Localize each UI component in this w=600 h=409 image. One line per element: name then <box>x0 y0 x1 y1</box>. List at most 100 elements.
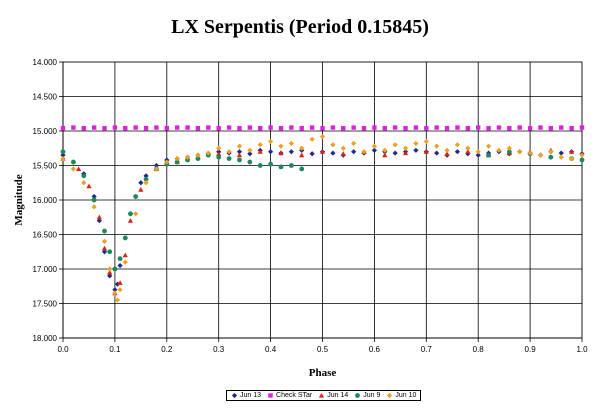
data-point <box>392 142 398 148</box>
data-point <box>392 125 398 130</box>
data-point <box>101 245 108 251</box>
data-point <box>81 126 86 131</box>
data-point <box>257 142 263 148</box>
y-tick-label: 16.500 <box>33 231 58 240</box>
data-point <box>299 166 305 172</box>
data-point <box>143 176 149 182</box>
data-point <box>247 147 253 153</box>
data-point <box>247 125 253 130</box>
legend-item: Jun 14 <box>318 392 348 399</box>
data-point <box>237 126 242 131</box>
data-point <box>216 154 222 160</box>
legend-symbol <box>231 392 238 399</box>
legend-symbol <box>268 393 273 398</box>
x-tick-label: 0.5 <box>317 345 329 354</box>
data-point <box>122 235 128 241</box>
data-point <box>117 287 123 293</box>
data-point <box>96 218 102 224</box>
x-tick-label: 0.7 <box>421 345 433 354</box>
data-point <box>107 269 113 275</box>
data-point <box>60 156 66 162</box>
data-points <box>60 125 585 303</box>
legend-marker <box>355 393 361 398</box>
data-point <box>382 147 388 153</box>
data-point <box>174 159 180 165</box>
data-point <box>299 152 305 158</box>
data-point <box>506 145 512 151</box>
data-point <box>117 280 123 285</box>
legend-marker <box>319 392 325 398</box>
data-point <box>91 197 97 203</box>
data-point <box>309 136 315 142</box>
data-point <box>424 126 429 131</box>
data-point <box>486 126 491 131</box>
legend-item: Jun 10 <box>386 392 416 399</box>
legend-label: Jun 13 <box>240 392 262 399</box>
data-point <box>107 273 113 279</box>
data-point <box>434 125 439 130</box>
data-point <box>206 125 211 130</box>
legend-marker <box>231 392 238 399</box>
data-point <box>268 161 273 167</box>
data-point <box>569 156 575 162</box>
data-point <box>278 126 284 131</box>
data-point <box>402 145 409 151</box>
data-point <box>96 214 102 220</box>
data-point <box>465 149 471 154</box>
data-point <box>268 138 274 144</box>
data-point <box>102 228 107 234</box>
data-point <box>102 126 107 131</box>
data-point <box>558 154 564 160</box>
data-point <box>195 156 201 162</box>
x-tick-label: 0.2 <box>161 345 173 354</box>
x-tick-label: 0.9 <box>525 345 537 354</box>
x-tick-label: 0.0 <box>57 345 69 354</box>
data-point <box>112 266 118 272</box>
data-point <box>538 125 543 130</box>
data-point <box>413 140 419 147</box>
legend-label: Jun 10 <box>395 392 417 399</box>
data-point <box>128 211 133 217</box>
legend-label: Check STar <box>276 392 313 399</box>
x-tick-label: 0.8 <box>473 345 485 354</box>
data-point <box>278 164 284 170</box>
y-tick-label: 18.000 <box>33 334 58 343</box>
data-point <box>340 151 346 156</box>
y-tick-label: 14.500 <box>33 93 58 102</box>
data-point <box>164 159 170 165</box>
data-point <box>579 152 585 158</box>
y-tick-label: 14.000 <box>33 58 58 67</box>
data-point <box>579 125 585 130</box>
data-point <box>496 125 502 130</box>
data-point <box>517 125 522 130</box>
data-point <box>548 126 554 131</box>
data-point <box>288 163 294 168</box>
data-point <box>299 126 304 131</box>
data-point <box>268 125 273 130</box>
data-point <box>216 126 221 131</box>
legend-marker <box>268 393 273 398</box>
data-point <box>351 140 357 147</box>
y-tick-label: 17.000 <box>33 265 58 274</box>
data-point <box>320 126 325 131</box>
data-point <box>226 156 232 162</box>
data-point <box>382 152 388 158</box>
data-point <box>185 157 190 163</box>
data-point <box>496 147 502 153</box>
data-point <box>75 166 82 172</box>
data-point <box>71 125 76 130</box>
data-point <box>107 266 113 272</box>
data-point <box>91 125 97 130</box>
data-point <box>309 151 315 157</box>
data-point <box>122 259 128 265</box>
data-point <box>434 150 440 156</box>
legend-symbol <box>387 392 393 399</box>
data-point <box>91 204 97 210</box>
data-point <box>184 154 191 160</box>
x-tick-label: 0.3 <box>213 345 225 354</box>
data-point <box>236 152 243 158</box>
data-point <box>107 249 113 255</box>
data-point <box>133 194 139 199</box>
legend-marker <box>387 392 393 399</box>
data-point <box>70 166 76 172</box>
